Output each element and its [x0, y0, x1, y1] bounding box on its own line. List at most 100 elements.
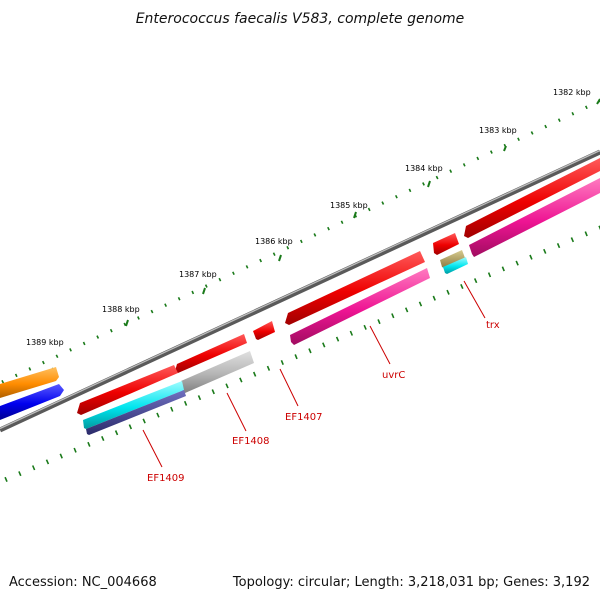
inner-tick-30: [183, 400, 188, 406]
minor-tick-33: [150, 309, 154, 314]
inner-tick-26: [239, 377, 243, 383]
minor-tick-15: [394, 194, 398, 199]
inner-tick-15: [391, 313, 395, 319]
minor-tick-41: [41, 360, 45, 365]
kbp-label-1382: 1382 kbp: [553, 88, 591, 97]
left-edge-features: [0, 367, 64, 420]
minor-tick-37: [96, 335, 100, 339]
cds-arrow-partial-right[interactable]: [469, 178, 600, 257]
inner-tick-43: [4, 476, 8, 483]
gene-label-uvrc[interactable]: uvrC: [382, 370, 405, 381]
gene-label-ef1407[interactable]: EF1407: [285, 412, 323, 423]
inner-tick-28: [211, 389, 215, 395]
minor-tick-9: [476, 156, 480, 161]
minor-tick-25: [259, 258, 263, 263]
gene-label-ef1408[interactable]: EF1408: [232, 436, 270, 447]
minor-tick-21: [313, 233, 317, 237]
gene-arrow-ef1407[interactable]: [253, 321, 275, 340]
genome-backbone: [0, 149, 600, 433]
minor-tick-39: [69, 348, 72, 352]
minor-tick-29: [204, 284, 208, 288]
inner-tick-34: [128, 424, 133, 430]
inner-tick-3: [556, 242, 561, 249]
major-tick-1385: [353, 211, 357, 219]
cds-track: [83, 178, 600, 435]
leader-line-ef1408: [226, 392, 247, 432]
inner-tick-29: [197, 395, 202, 401]
blue-feature[interactable]: [0, 384, 64, 420]
leader-line-ef1407: [279, 368, 299, 407]
cyan-feature-ef1409[interactable]: [83, 381, 184, 429]
cds-arrow-uvrc[interactable]: [290, 268, 430, 345]
inner-tick-21: [308, 348, 312, 354]
minor-tick-32: [164, 303, 168, 307]
minor-tick-4: [544, 124, 548, 129]
minor-tick-19: [340, 220, 344, 225]
minor-tick-6: [517, 137, 520, 142]
inner-tick-6: [515, 260, 519, 266]
gene-track: [77, 158, 600, 415]
minor-tick-44: [1, 379, 5, 384]
inner-tick-1: [584, 231, 588, 237]
kbp-label-1385: 1385 kbp: [330, 201, 368, 210]
minor-tick-24: [272, 252, 276, 256]
minor-tick-23: [286, 245, 290, 250]
inner-tick-42: [18, 471, 22, 477]
inner-tick-8: [487, 272, 492, 278]
gene-label-trx[interactable]: trx: [486, 320, 500, 331]
major-tick-1383: [503, 145, 507, 152]
minor-tick-40: [55, 354, 59, 359]
minor-tick-marks: [1, 99, 600, 384]
minor-tick-3: [557, 118, 561, 122]
major-tick-1388: [125, 319, 129, 327]
map-title: Enterococcus faecalis V583, complete gen…: [136, 11, 465, 27]
inner-tick-18: [349, 330, 354, 336]
gene-arrow-uvrc[interactable]: [285, 251, 425, 325]
inner-tick-36: [101, 435, 105, 442]
inner-tick-35: [114, 430, 119, 436]
gene-labels: trx uvrC EF1407 EF1408 EF1409: [147, 320, 500, 484]
kbp-label-1387: 1387 kbp: [179, 270, 217, 279]
tan-feature[interactable]: [440, 250, 465, 268]
navy-feature-ef1409[interactable]: [86, 390, 186, 435]
minor-tick-2: [571, 111, 575, 116]
minor-tick-5: [530, 131, 534, 135]
inner-tick-7: [501, 266, 505, 272]
inner-tick-17: [363, 324, 367, 330]
gray-feature-ef1408[interactable]: [181, 351, 254, 393]
gene-arrow-ef1409[interactable]: [77, 365, 178, 415]
orange-feature[interactable]: [0, 367, 59, 398]
accession-text: Accession: NC_004668: [9, 575, 157, 590]
gene-arrow-ef1408[interactable]: [175, 334, 247, 373]
minor-tick-10: [462, 163, 466, 167]
gene-label-ef1409[interactable]: EF1409: [147, 473, 185, 484]
inner-tick-20: [322, 342, 326, 348]
minor-tick-13: [422, 182, 425, 186]
leader-line-trx: [463, 280, 486, 319]
gene-arrow-partial-right[interactable]: [464, 158, 600, 238]
inner-tick-22: [294, 354, 298, 360]
minor-tick-22: [299, 239, 303, 244]
minor-tick-34: [137, 316, 140, 320]
minor-tick-30: [191, 290, 195, 295]
inner-tick-13: [418, 301, 423, 307]
kbp-label-1388: 1388 kbp: [102, 305, 140, 314]
minor-tick-38: [82, 341, 86, 346]
inner-tick-37: [87, 441, 91, 447]
inner-tick-31: [170, 406, 174, 412]
inner-tick-ring: [4, 225, 600, 483]
gene-arrow-trx-region[interactable]: [433, 233, 459, 255]
minor-tick-28: [218, 277, 222, 282]
inner-tick-12: [432, 295, 436, 301]
inner-tick-32: [156, 412, 160, 418]
minor-tick-43: [14, 373, 18, 378]
kbp-label-1384: 1384 kbp: [405, 164, 443, 173]
minor-tick-8: [489, 150, 493, 154]
cyan-feature-trx[interactable]: [443, 257, 468, 274]
leader-line-uvrc: [369, 325, 391, 365]
major-tick-1386: [278, 254, 282, 262]
minor-tick-26: [245, 265, 249, 269]
tick-ring: 1382 kbp 1383 kbp 1384 kbp 1385 kbp 1386…: [1, 88, 600, 384]
inner-tick-0: [598, 225, 600, 231]
major-tick-marks: [50, 98, 600, 375]
